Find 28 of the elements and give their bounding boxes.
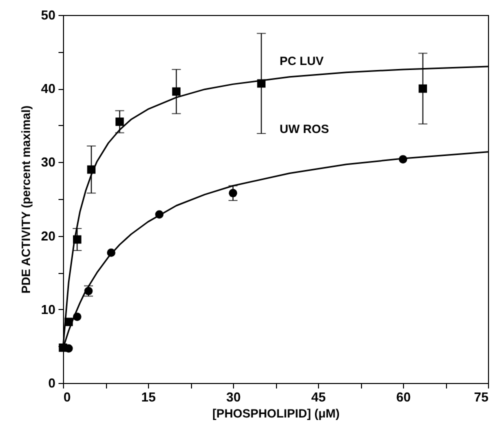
point [418, 84, 428, 93]
point [398, 155, 408, 164]
point [115, 118, 124, 126]
point [155, 210, 164, 219]
x-tick-label: 15 [141, 390, 156, 404]
text: UW ROS [280, 122, 330, 136]
y-tick-label: 50 [41, 8, 56, 22]
point [228, 188, 238, 198]
series-label: PC LUV [280, 54, 324, 68]
point [72, 312, 82, 321]
y-tick-label: 0 [48, 376, 56, 390]
x-tick-label: 30 [226, 390, 241, 404]
x-tick-label: 75 [474, 390, 488, 404]
point [172, 87, 181, 96]
point [106, 248, 116, 257]
x-tick-label: 60 [396, 390, 411, 404]
y-tick-label: 10 [41, 302, 56, 317]
x-tick-label: 45 [311, 390, 326, 404]
y-tick-label: 20 [41, 228, 56, 244]
point [72, 235, 82, 244]
y-tick-label: 30 [41, 154, 56, 170]
y-axis-title: PDE ACTIVITY (percent maximal) [19, 105, 34, 294]
point [257, 79, 266, 88]
point [64, 318, 73, 326]
y-tick-label: 40 [41, 81, 56, 96]
x-axis-title: [PHOSPHOLIPID] (μM) [212, 406, 340, 420]
point [87, 165, 96, 174]
x-tick-label: 0 [64, 390, 71, 404]
